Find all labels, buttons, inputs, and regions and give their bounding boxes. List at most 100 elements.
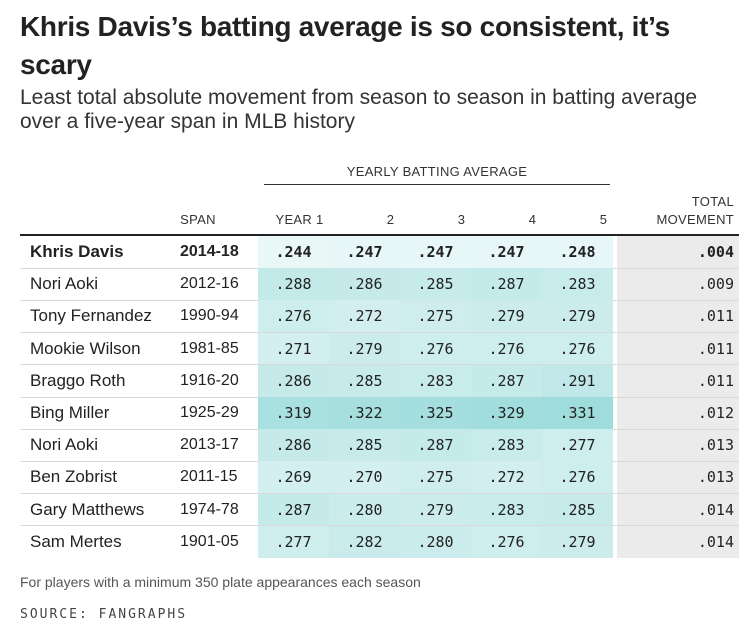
player-span: 2011-15 (180, 468, 238, 486)
player-span: 1916-20 (180, 371, 239, 389)
header-year2: 2 (386, 212, 395, 227)
batting-average-cell: .279 (542, 300, 613, 333)
batting-average-cell: .244 (258, 236, 329, 268)
batting-average-cell: .282 (329, 525, 400, 558)
header-year5: 5 (599, 212, 608, 227)
batting-average-cell: .285 (329, 364, 400, 397)
player-span: 1901-05 (180, 532, 239, 550)
table-row: Ben Zobrist 2011-15 .269.270.275.272.276 .0… (20, 461, 739, 494)
batting-average-cell: .271 (258, 332, 329, 365)
group-header: YEARLY BATTING AVERAGE (346, 164, 528, 179)
batting-average-cell: .279 (471, 300, 542, 333)
total-movement-cell: .011 (697, 307, 734, 326)
batting-average-cell: .247 (329, 236, 400, 268)
header-span: SPAN (180, 212, 216, 227)
batting-average-cell: .319 (258, 397, 329, 429)
player-span: 2013-17 (180, 436, 239, 454)
batting-average-cell: .285 (400, 268, 471, 301)
batting-average-cell: .276 (471, 525, 542, 558)
total-movement-cell: .013 (697, 468, 734, 487)
source-credit: SOURCE: FANGRAPHS (20, 607, 188, 622)
batting-average-cell: .272 (471, 461, 542, 494)
batting-average-cell: .277 (542, 429, 613, 462)
batting-average-cell: .279 (542, 525, 613, 558)
batting-average-cell: .276 (400, 332, 471, 365)
player-name: Sam Mertes (30, 531, 122, 551)
batting-average-cell: .286 (258, 364, 329, 397)
total-movement-cell: .004 (697, 243, 734, 261)
batting-average-cell: .280 (400, 525, 471, 558)
chart-title: Khris Davis’s batting average is so cons… (20, 11, 670, 80)
total-movement-cell: .011 (697, 339, 734, 358)
total-movement-cell: .011 (697, 371, 734, 390)
header-total-line2: MOVEMENT (656, 212, 734, 227)
table-row: Tony Fernandez 1990-94.276.272.275.279.27… (20, 300, 739, 333)
batting-average-cell: .283 (471, 493, 542, 526)
batting-average-cell: .286 (329, 268, 400, 301)
player-name: Mookie Wilson (30, 338, 141, 358)
player-name: Nori Aoki (30, 274, 99, 294)
player-span: 1981-85 (180, 339, 239, 357)
table-row: Mookie Wilson 1981-85.271.279.276.276.276… (20, 332, 739, 365)
total-movement-cell: .013 (697, 436, 734, 455)
table-row: Nori Aoki 2012-16 .288.286.285.287.283 .009 (20, 268, 739, 301)
batting-average-cell: .283 (400, 364, 471, 397)
header-year3: 3 (457, 212, 466, 227)
player-name: Nori Aoki (30, 435, 99, 455)
batting-average-cell: .329 (471, 397, 542, 429)
batting-average-cell: .288 (258, 268, 329, 301)
total-movement-cell: .014 (697, 500, 734, 519)
batting-average-cell: .322 (329, 397, 400, 429)
player-name: Khris Davis (30, 242, 124, 261)
batting-average-cell: .279 (400, 493, 471, 526)
batting-average-cell: .276 (471, 332, 542, 365)
group-header-rule (264, 184, 610, 185)
batting-average-cell: .247 (400, 236, 471, 268)
batting-average-cell: .287 (400, 429, 471, 462)
table-row: Nori Aoki 2013-17 .286.285.287.283.277 .013 (20, 429, 739, 462)
total-movement-cell: .009 (697, 275, 734, 294)
batting-average-cell: .287 (471, 364, 542, 397)
batting-average-cell: .275 (400, 300, 471, 333)
header-total-line1: TOTAL (691, 194, 734, 209)
batting-average-cell: .283 (471, 429, 542, 462)
batting-average-cell: .287 (258, 493, 329, 526)
player-name: Bing Miller (30, 403, 110, 422)
batting-average-cell: .279 (329, 332, 400, 365)
table-row: Sam Mertes 1901-05 .277.282.280.276.279 .01… (20, 525, 739, 558)
batting-average-cell: .277 (258, 525, 329, 558)
player-span: 1925-29 (180, 404, 239, 421)
batting-average-cell: .275 (400, 461, 471, 494)
batting-average-cell: .269 (258, 461, 329, 494)
header-rule (20, 234, 739, 236)
footnote: For players with a minimum 350 plate app… (20, 574, 421, 590)
header-year4: 4 (528, 212, 537, 227)
player-name: Ben Zobrist (30, 467, 117, 487)
batting-average-cell: .285 (542, 493, 613, 526)
batting-average-cell: .287 (471, 268, 542, 301)
chart-subtitle: Least total absolute movement from seaso… (20, 86, 698, 133)
batting-average-cell: .248 (542, 236, 613, 268)
table-row: Khris Davis 2014-18.244.247.247.247.248.0… (20, 236, 739, 268)
player-name: Braggo Roth (30, 370, 126, 390)
batting-average-cell: .286 (258, 429, 329, 462)
batting-average-cell: .247 (471, 236, 542, 268)
player-span: 2012-16 (180, 275, 239, 293)
table-row: Bing Miller 1925-29 .319.322.325.329.331 .0… (20, 397, 739, 429)
total-movement-cell: .012 (697, 404, 734, 422)
batting-average-cell: .270 (329, 461, 400, 494)
player-span: 2014-18 (180, 243, 239, 260)
batting-average-cell: .276 (542, 461, 613, 494)
table-row: Gary Matthews 1974-78 .287.280.279.283.285… (20, 493, 739, 526)
player-span: 1974-78 (180, 500, 239, 518)
batting-average-cell: .276 (542, 332, 613, 365)
total-movement-cell: .014 (697, 532, 734, 551)
batting-average-cell: .285 (329, 429, 400, 462)
player-span: 1990-94 (180, 307, 239, 325)
player-name: Gary Matthews (30, 499, 145, 519)
batting-average-cell: .280 (329, 493, 400, 526)
header-year1: YEAR 1 (275, 212, 324, 227)
batting-average-cell: .291 (542, 364, 613, 397)
player-name: Tony Fernandez (30, 306, 152, 326)
batting-average-cell: .276 (258, 300, 329, 333)
